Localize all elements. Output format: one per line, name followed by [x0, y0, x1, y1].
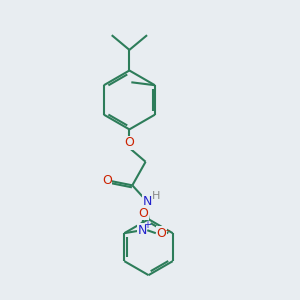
Text: O: O: [139, 207, 148, 220]
Text: O: O: [124, 136, 134, 149]
Text: +: +: [143, 220, 151, 230]
Text: N: N: [137, 224, 147, 237]
Text: N: N: [142, 195, 152, 208]
Text: O: O: [102, 174, 112, 187]
Text: ⁻: ⁻: [165, 228, 170, 238]
Text: H: H: [152, 190, 160, 201]
Text: O: O: [156, 227, 166, 240]
